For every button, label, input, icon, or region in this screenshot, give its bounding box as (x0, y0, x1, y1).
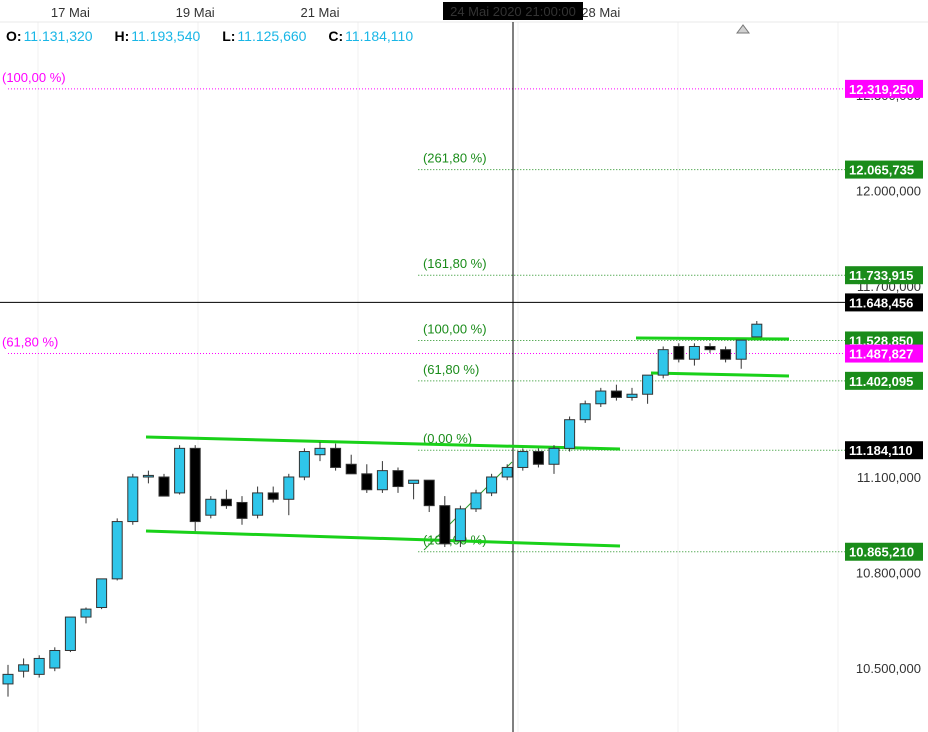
candle-down[interactable] (236, 501, 248, 519)
fib-level-label: (0,00 %) (423, 431, 472, 446)
candle-down[interactable] (189, 447, 201, 523)
fib-level-label: (261,80 %) (423, 151, 487, 166)
close-label: C: (328, 28, 344, 44)
high-value: 11.193,540 (131, 28, 201, 44)
price-badge-label: 11.402,095 (849, 374, 913, 389)
candle-down[interactable] (673, 345, 685, 360)
x-tick-label: 28 Mai (581, 5, 620, 20)
price-badge (845, 293, 923, 312)
candle-up[interactable] (517, 451, 529, 468)
candle-up[interactable] (2, 673, 14, 685)
y-tick-label: 10.800,000 (856, 566, 921, 581)
candle-down[interactable] (704, 345, 716, 351)
y-tick-label: 11.100,000 (857, 470, 921, 485)
candle-up[interactable] (595, 390, 607, 405)
candle-up[interactable] (64, 616, 76, 651)
crosshair-time-badge (443, 2, 583, 20)
candle-up[interactable] (564, 419, 576, 449)
ohlc-readout: O: 11.131,320 H: 11.193,540 L: 11.125,660 C… (6, 28, 431, 44)
price-badge (845, 266, 923, 285)
close-value: 11.184,110 (345, 28, 414, 44)
y-tick-label: 10.500,000 (856, 661, 921, 676)
candle-up[interactable] (657, 349, 669, 376)
candle-down[interactable] (532, 451, 544, 465)
candle-up[interactable] (642, 374, 654, 395)
price-badge (845, 160, 923, 179)
low-label: L: (222, 28, 236, 44)
candle-up[interactable] (751, 323, 763, 338)
fib-level-label: (100,00 %) (423, 321, 487, 336)
candle-down[interactable] (720, 349, 732, 360)
fib-extension-anchor-line[interactable] (423, 461, 513, 551)
candle-up[interactable] (111, 521, 123, 580)
candle-down[interactable] (220, 498, 232, 507)
candle-up[interactable] (376, 470, 388, 491)
candle-up[interactable] (205, 498, 217, 516)
high-label: H: (114, 28, 130, 44)
candle-down[interactable] (267, 492, 279, 500)
open-value: 11.131,320 (23, 28, 93, 44)
price-badge-label: 12.319,250 (849, 82, 914, 97)
open-label: O: (6, 28, 22, 44)
fib-level-label: (61,80 %) (423, 362, 479, 377)
candle-up[interactable] (314, 447, 326, 456)
x-tick-label: 21 Mai (300, 5, 339, 20)
price-badge-label: 11.733,915 (849, 268, 913, 283)
candle-up[interactable] (626, 393, 638, 398)
x-tick-label: 17 Mai (51, 5, 90, 20)
candle-up[interactable] (486, 476, 498, 494)
price-badge (845, 441, 923, 460)
price-badge (845, 371, 923, 390)
channel-lower-line[interactable] (145, 529, 621, 548)
low-value: 11.125,660 (237, 28, 307, 44)
candle-up[interactable] (96, 578, 108, 609)
price-badge (845, 344, 923, 363)
candle-down[interactable] (330, 447, 342, 468)
channel-upper-line[interactable] (145, 435, 621, 451)
candle-down[interactable] (423, 479, 435, 507)
candle-down[interactable] (158, 476, 170, 497)
y-tick-label: 12.000,000 (856, 184, 921, 199)
candle-up[interactable] (454, 508, 466, 542)
price-badge-label: 11.648,456 (849, 295, 913, 310)
price-badge-label: 11.487,827 (849, 347, 913, 362)
price-badge-label: 10.865,210 (849, 545, 914, 560)
candle-down[interactable] (392, 470, 404, 488)
candle-up[interactable] (470, 492, 482, 510)
candle-up[interactable] (174, 447, 186, 494)
box-lower-line[interactable] (650, 371, 790, 378)
candle-up[interactable] (127, 476, 139, 523)
candle-up[interactable] (80, 608, 92, 618)
x-tick-label: 19 Mai (176, 5, 215, 20)
candle-up[interactable] (579, 403, 591, 421)
candle-up[interactable] (501, 466, 513, 478)
price-badge (845, 542, 923, 561)
candle-up[interactable] (142, 474, 154, 478)
candle-up[interactable] (548, 447, 560, 465)
candle-down[interactable] (361, 473, 373, 491)
candle-up[interactable] (252, 492, 264, 516)
fib-level-label: (100,00 %) (2, 70, 66, 85)
candle-up[interactable] (49, 649, 61, 669)
candle-down[interactable] (439, 505, 451, 545)
candle-down[interactable] (345, 463, 357, 475)
candle-up[interactable] (735, 339, 747, 360)
candle-down[interactable] (610, 390, 622, 398)
candle-up[interactable] (408, 479, 420, 484)
candle-up[interactable] (283, 476, 295, 500)
candle-up[interactable] (33, 657, 45, 675)
price-badge-label: 12.065,735 (849, 163, 914, 178)
candle-up[interactable] (688, 345, 700, 360)
scroll-to-latest-icon[interactable] (736, 24, 750, 34)
box-upper-line[interactable] (635, 336, 790, 341)
fib-level-label: (161,80 %) (423, 256, 487, 271)
candle-up[interactable] (298, 451, 310, 478)
crosshair-time-label: 24 Mai 2020 21:00:00 (450, 4, 576, 19)
candle-up[interactable] (18, 664, 30, 672)
price-badge (845, 79, 923, 98)
fib-level-label: (61,80 %) (2, 335, 58, 350)
price-badge-label: 11.184,110 (849, 443, 913, 458)
